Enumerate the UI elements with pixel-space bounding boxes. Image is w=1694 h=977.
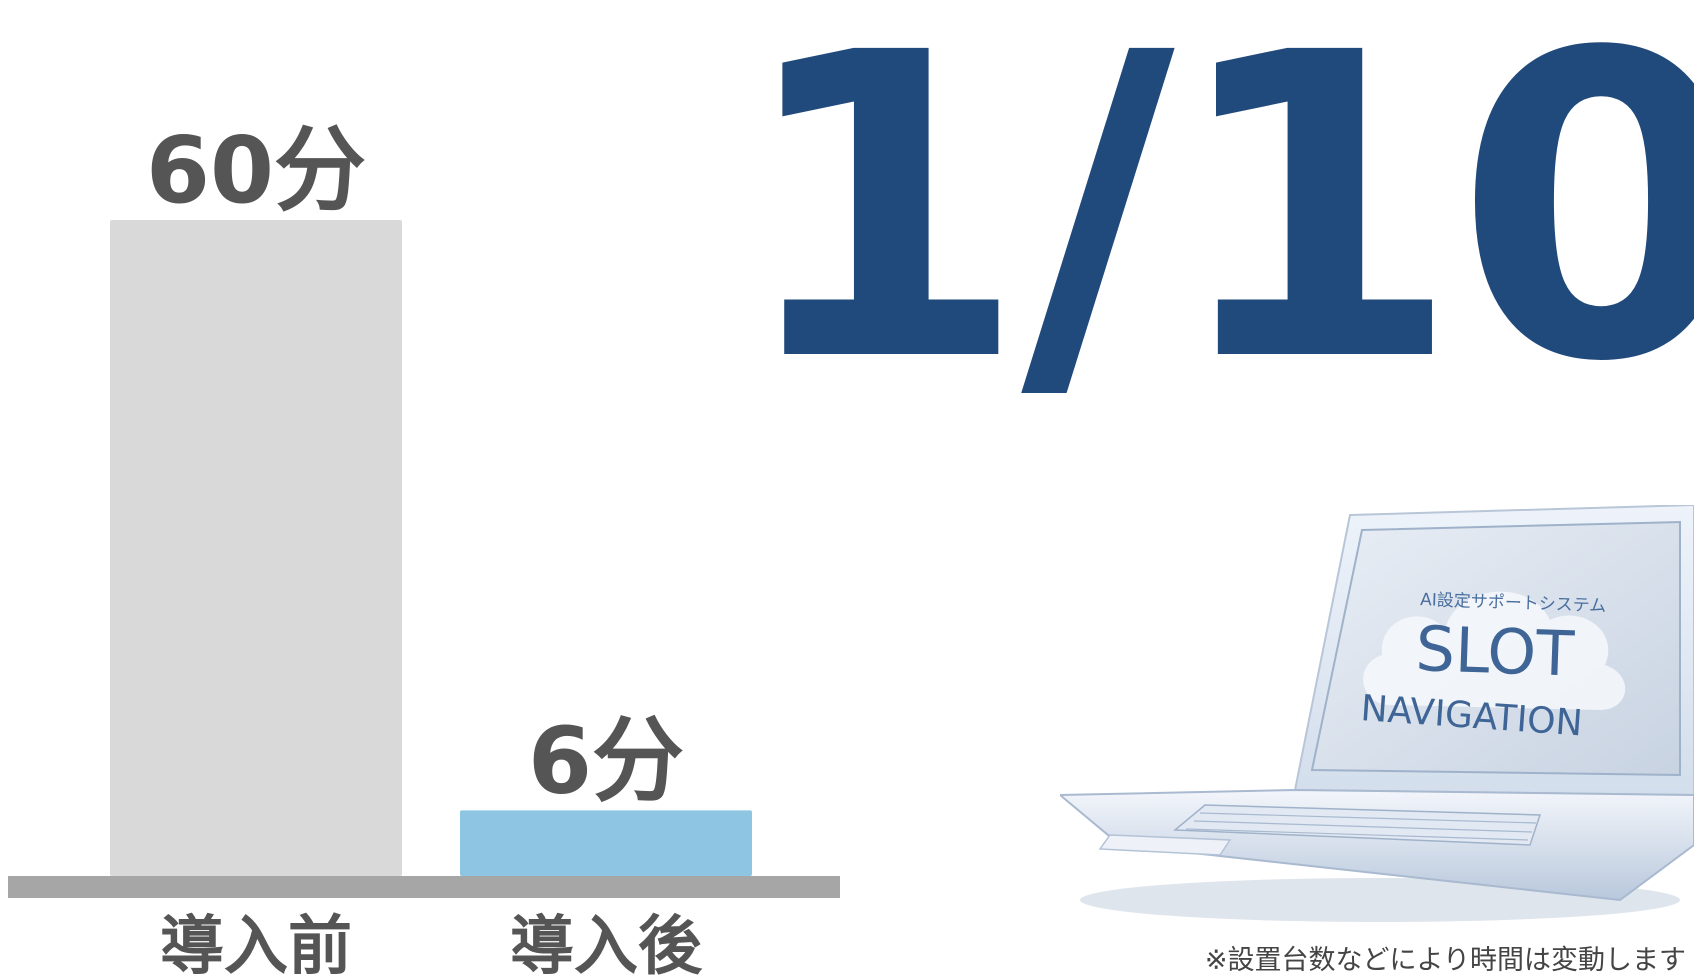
bars-group bbox=[110, 220, 752, 876]
bar-chart: 60分 6分 導入前 導入後 bbox=[8, 117, 840, 977]
category-labels-group: 導入前 導入後 bbox=[160, 910, 703, 977]
chart-baseline bbox=[8, 876, 840, 898]
category-label-2: 導入後 bbox=[510, 910, 703, 977]
bar-1 bbox=[110, 220, 402, 876]
cloud-icon bbox=[1363, 591, 1626, 710]
footnote: ※設置台数などにより時間は変動します bbox=[1204, 945, 1686, 976]
ratio-headline: 1/10 bbox=[735, 0, 1694, 454]
category-label-1: 導入前 bbox=[160, 910, 352, 977]
keyboard-keys bbox=[1185, 812, 1537, 841]
laptop-icon: AI設定サポートシステム SLOT NAVIGATION bbox=[1060, 505, 1694, 922]
laptop-touchpad bbox=[1098, 834, 1232, 856]
value-label-1: 60分 bbox=[146, 117, 366, 224]
bar-2 bbox=[460, 810, 752, 876]
value-labels-group: 60分 6分 bbox=[146, 117, 684, 814]
screen-title-slot: SLOT bbox=[1414, 612, 1576, 691]
value-label-2: 6分 bbox=[528, 707, 684, 814]
